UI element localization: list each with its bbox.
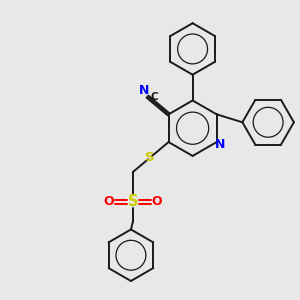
Text: N: N [139, 84, 149, 97]
Text: S: S [145, 151, 155, 164]
Text: N: N [214, 138, 225, 151]
Text: C: C [150, 92, 158, 103]
Text: O: O [152, 195, 162, 208]
Text: S: S [128, 194, 138, 209]
Text: O: O [104, 195, 114, 208]
